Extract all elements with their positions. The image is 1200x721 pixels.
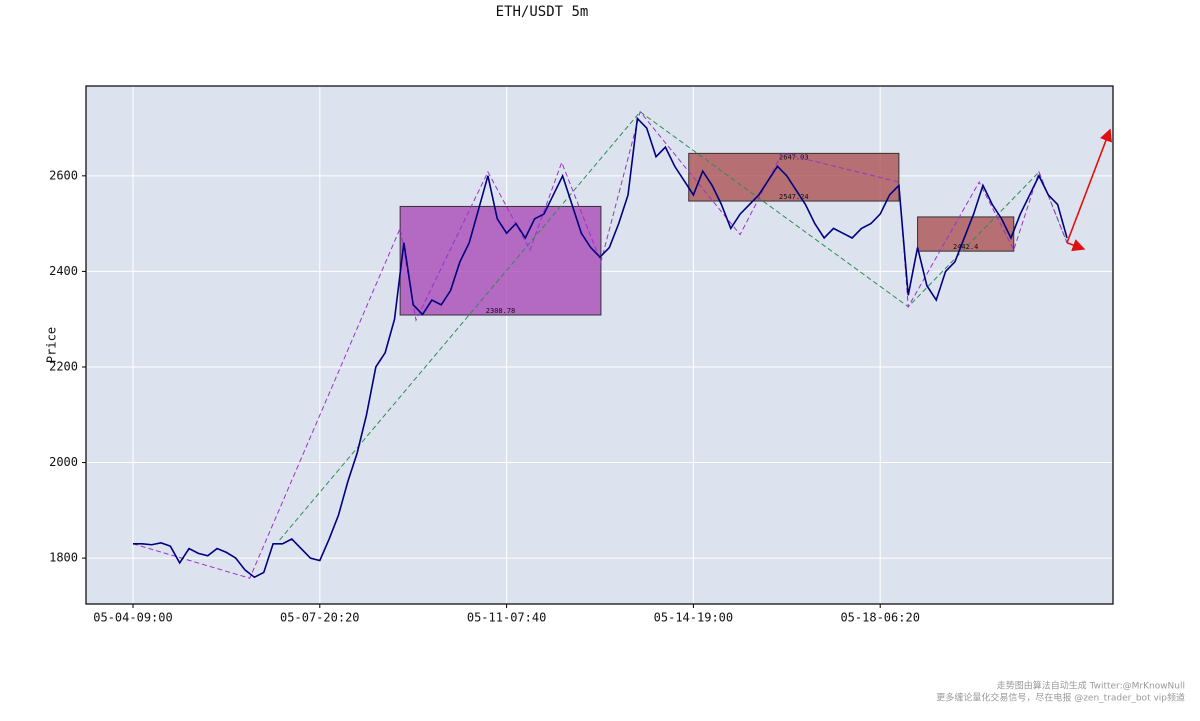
plot-area [86,86,1113,604]
zone-label: 2547.24 [779,193,809,201]
x-tick-label: 05-11-07:40 [467,611,546,625]
y-tick-label: 2200 [49,359,78,373]
y-tick-label: 2000 [49,455,78,469]
chart-title: ETH/USDT 5m [496,4,589,20]
footer-note: 更多缠论量化交易信号，尽在电报 @zen_trader_bot vip频道 [936,692,1185,704]
footer-note: 走势图由算法自动生成 Twitter:@MrKnowNull [997,680,1185,692]
x-tick-label: 05-18-06:20 [840,611,919,625]
y-tick-label: 2400 [49,264,78,278]
y-tick-label: 1800 [49,551,78,565]
y-axis-label: Price [45,327,59,363]
zone [688,152,900,202]
zone-label: 2308.78 [486,307,516,315]
x-tick-label: 05-14-19:00 [654,611,733,625]
x-tick-label: 05-07-20:20 [280,611,359,625]
zone-label: 2442.4 [953,243,978,251]
projection-arrow [1066,128,1112,244]
zone-label: 2647.03 [779,153,809,161]
y-tick-label: 2600 [49,168,78,182]
price-line [133,116,1068,579]
plot-border [85,85,1114,605]
projection-arrow [1066,239,1086,252]
x-tick-label: 05-04-09:00 [93,611,172,625]
